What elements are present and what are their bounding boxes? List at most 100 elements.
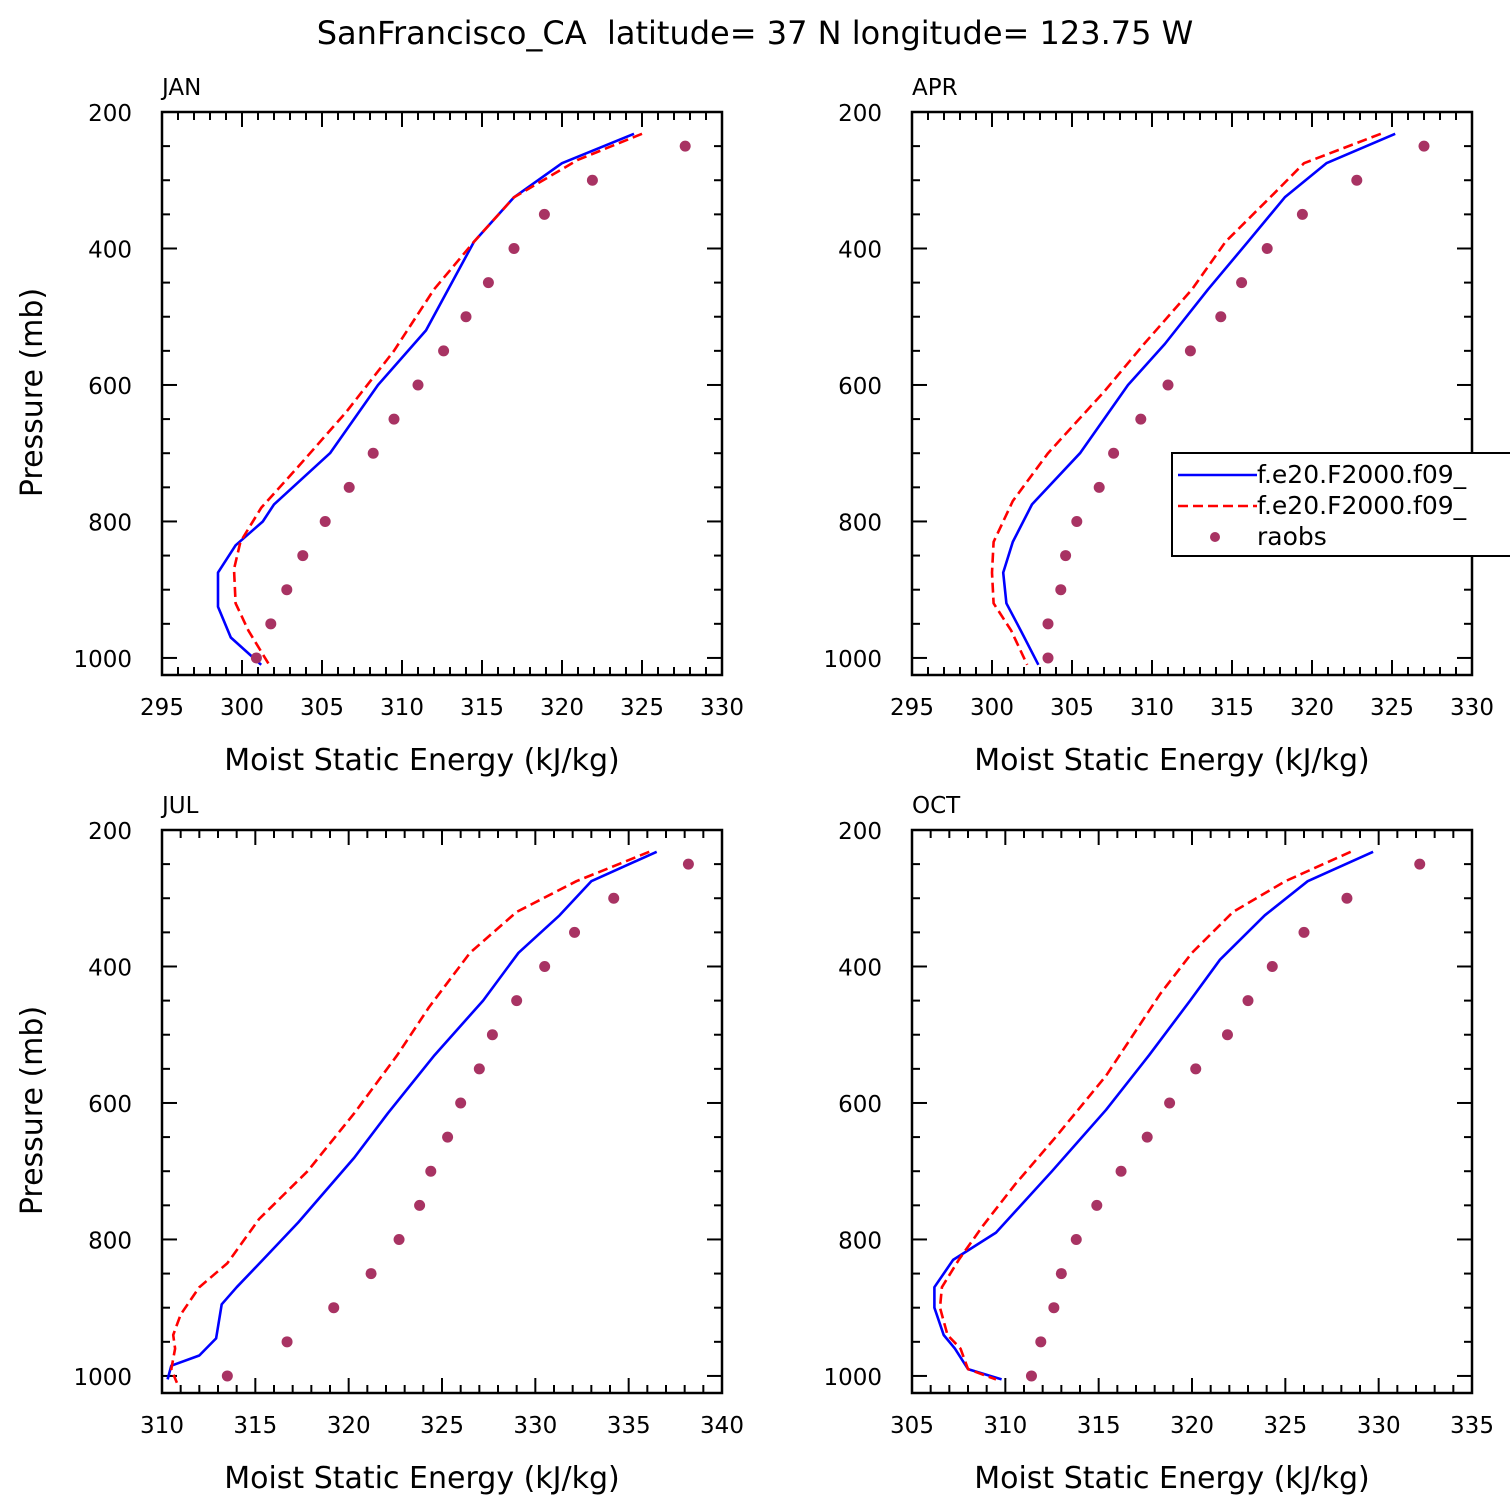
raobs-point xyxy=(1298,926,1310,938)
x-tick-label: 335 xyxy=(1450,1413,1494,1439)
x-tick-label: 305 xyxy=(300,695,344,721)
figure-title: SanFrancisco_CA latitude= 37 N longitude… xyxy=(317,14,1194,52)
raobs-point xyxy=(1055,1268,1067,1280)
plot-frame xyxy=(160,828,724,1395)
legend-marker-dot xyxy=(1210,532,1220,542)
y-tick-label: 200 xyxy=(838,101,882,127)
x-tick-label: 320 xyxy=(1290,695,1334,721)
raobs-point xyxy=(388,413,400,425)
y-tick-label: 1000 xyxy=(823,1365,882,1391)
legend-label: raobs xyxy=(1257,522,1327,551)
raobs-point xyxy=(1042,652,1054,664)
x-tick-label: 320 xyxy=(540,695,584,721)
legend-label: f.e20.F2000.f09_ xyxy=(1257,491,1467,520)
y-axis-title: Pressure (mb) xyxy=(15,1006,50,1215)
raobs-point xyxy=(1266,960,1278,972)
raobs-point xyxy=(297,550,309,562)
y-tick-label: 200 xyxy=(88,819,132,845)
raobs-point xyxy=(482,277,494,289)
y-tick-label: 600 xyxy=(838,374,882,400)
plot-frame xyxy=(160,110,724,677)
x-tick-label: 315 xyxy=(1210,695,1254,721)
raobs-point xyxy=(1091,1199,1103,1211)
raobs-point xyxy=(281,1336,293,1348)
y-tick-label: 1000 xyxy=(73,647,132,673)
x-tick-label: 340 xyxy=(700,1413,744,1439)
raobs-point xyxy=(1048,1302,1060,1314)
x-tick-label: 300 xyxy=(220,695,264,721)
raobs-point xyxy=(281,584,293,596)
y-tick-label: 400 xyxy=(88,237,132,263)
raobs-point xyxy=(1190,1063,1202,1075)
y-tick-label: 800 xyxy=(88,510,132,536)
raobs-point xyxy=(508,242,520,254)
x-tick-label: 305 xyxy=(1050,695,1094,721)
x-tick-label: 295 xyxy=(890,695,934,721)
plot-frame xyxy=(910,828,1474,1395)
x-axis-title: Moist Static Energy (kJ/kg) xyxy=(224,1461,620,1496)
series-line-solid xyxy=(1001,132,1396,666)
raobs-point xyxy=(569,926,581,938)
x-tick-label: 330 xyxy=(513,1413,557,1439)
x-tick-label: 305 xyxy=(890,1413,934,1439)
y-tick-label: 600 xyxy=(88,374,132,400)
raobs-point xyxy=(1215,311,1227,323)
x-tick-label: 310 xyxy=(983,1413,1027,1439)
chart-panel-jan: JAN 295 300 305 310 315 320 325 330 200 400 600 800 1… xyxy=(15,75,744,778)
raobs-point xyxy=(1162,379,1174,391)
y-tick-label: 400 xyxy=(838,955,882,981)
raobs-point xyxy=(1115,1165,1127,1177)
x-tick-label: 325 xyxy=(1370,695,1414,721)
raobs-point xyxy=(1093,481,1105,493)
raobs-point xyxy=(221,1370,233,1382)
x-tick-label: 310 xyxy=(140,1413,184,1439)
legend: f.e20.F2000.f09_f.e20.F2000.f09_raobs xyxy=(1171,452,1510,557)
panel-label: JUL xyxy=(160,793,199,819)
x-tick-label: 325 xyxy=(620,695,664,721)
raobs-point xyxy=(319,515,331,527)
x-tick-label: 335 xyxy=(607,1413,651,1439)
raobs-point xyxy=(1070,1233,1082,1245)
y-tick-label: 400 xyxy=(838,237,882,263)
x-axis-title: Moist Static Energy (kJ/kg) xyxy=(974,1461,1370,1496)
raobs-point xyxy=(486,1029,498,1041)
raobs-point xyxy=(367,447,379,459)
panel-label: APR xyxy=(912,75,958,101)
raobs-point xyxy=(442,1131,454,1143)
raobs-point xyxy=(473,1063,485,1075)
raobs-point xyxy=(1242,995,1254,1007)
raobs-point xyxy=(511,995,523,1007)
x-tick-label: 300 xyxy=(970,695,1014,721)
raobs-point xyxy=(455,1097,467,1109)
plot-frame xyxy=(910,110,1474,677)
raobs-point xyxy=(393,1233,405,1245)
raobs-point xyxy=(586,174,598,186)
x-tick-label: 330 xyxy=(1357,1413,1401,1439)
raobs-point xyxy=(1184,345,1196,357)
chart-panel-apr: APR 295 300 305 310 315 320 325 330 200 400 600 800 1… xyxy=(823,75,1494,778)
x-tick-label: 310 xyxy=(380,695,424,721)
legend-label: f.e20.F2000.f09_ xyxy=(1257,460,1467,489)
y-tick-label: 200 xyxy=(88,101,132,127)
raobs-point xyxy=(250,652,262,664)
raobs-point xyxy=(1236,277,1248,289)
x-tick-label: 325 xyxy=(1263,1413,1307,1439)
x-axis-title: Moist Static Energy (kJ/kg) xyxy=(974,743,1370,778)
raobs-point xyxy=(1055,584,1067,596)
y-tick-label: 600 xyxy=(838,1092,882,1118)
raobs-point xyxy=(1060,550,1072,562)
x-tick-label: 315 xyxy=(233,1413,277,1439)
raobs-point xyxy=(1135,413,1147,425)
raobs-point xyxy=(1164,1097,1176,1109)
raobs-point xyxy=(412,379,424,391)
raobs-point xyxy=(328,1302,340,1314)
chart-panel-jul: JUL 310 315 320 325 330 335 340 200 400 600 800 1000… xyxy=(15,793,744,1496)
x-tick-label: 320 xyxy=(327,1413,371,1439)
panel-label: JAN xyxy=(160,75,201,101)
raobs-point xyxy=(682,858,694,870)
raobs-point xyxy=(539,960,551,972)
raobs-point xyxy=(679,140,691,152)
raobs-point xyxy=(438,345,450,357)
raobs-point xyxy=(1261,242,1273,254)
